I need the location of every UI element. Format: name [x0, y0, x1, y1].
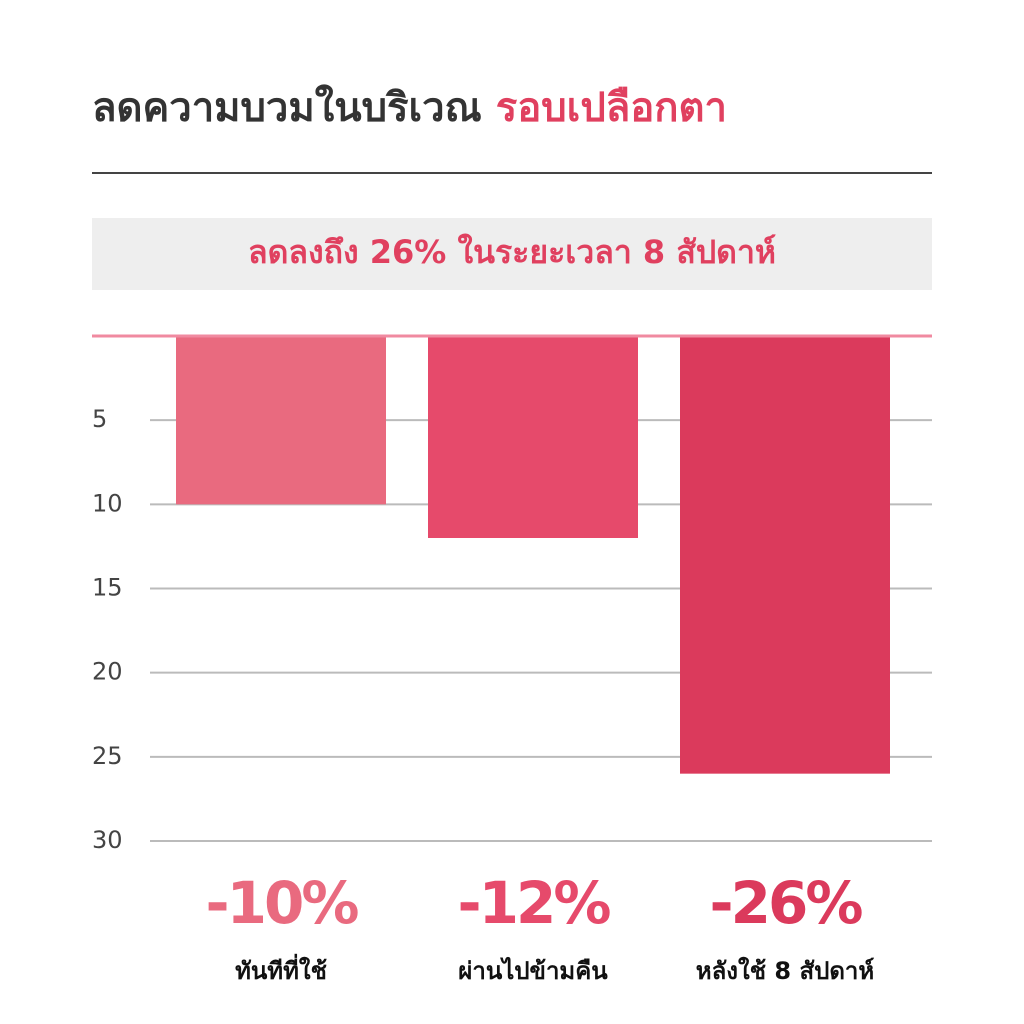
- y-tick-label: 20: [92, 658, 123, 686]
- x-tick-label: ทันทีที่ใช้: [235, 953, 327, 985]
- subtitle-box: [92, 218, 932, 290]
- title-highlight: รอบเปลือกตา: [496, 85, 727, 131]
- chart-title: ลดความบวมในบริเวณ รอบเปลือกตา: [92, 84, 727, 131]
- subtitle: ลดลงถึง 26% ในระยะเวลา 8 สัปดาห์: [248, 233, 776, 271]
- title-text: ลดความบวมในบริเวณ: [92, 84, 482, 131]
- bar: [176, 336, 386, 505]
- y-tick-label: 25: [92, 742, 123, 770]
- y-tick-label: 10: [92, 489, 123, 517]
- value-label: -26%: [710, 869, 863, 937]
- value-label: -10%: [206, 869, 359, 937]
- value-label: -12%: [458, 869, 611, 937]
- x-tick-label: หลังใช้ 8 สัปดาห์: [696, 956, 874, 985]
- bar: [680, 336, 890, 774]
- y-tick-label: 5: [92, 405, 107, 433]
- y-tick-label: 30: [92, 826, 123, 854]
- y-tick-label: 15: [92, 574, 123, 602]
- bar: [428, 336, 638, 538]
- x-tick-label: ผ่านไปข้ามคืน: [458, 956, 608, 985]
